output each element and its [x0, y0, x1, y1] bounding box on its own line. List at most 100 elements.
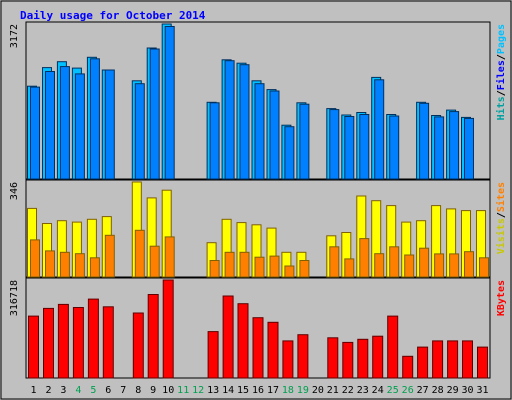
visits-bar-day-17-s1 [269, 255, 280, 278]
x-tick-label-day-12: 12 [192, 385, 204, 396]
x-tick-label-day-6: 6 [105, 385, 111, 396]
hits-bar-day-5-s1 [89, 58, 100, 180]
x-tick-label-day-25: 25 [387, 385, 399, 396]
x-tick-label-day-2: 2 [45, 385, 51, 396]
x-tick-label-day-24: 24 [372, 385, 384, 396]
kbytes-bar-day-28 [432, 340, 444, 379]
kbytes-bar-day-23 [357, 338, 369, 379]
x-tick-label-day-13: 13 [207, 385, 219, 396]
legend-entry: Hits [495, 96, 507, 120]
legend-entry: Visits [495, 218, 507, 254]
kbytes-bar-day-27 [417, 346, 429, 379]
visits-bar-day-18-s1 [284, 265, 295, 278]
visits-bar-day-10-s1 [164, 236, 175, 278]
visits-bar-day-16-s1 [254, 256, 265, 278]
x-tick-label-day-11: 11 [177, 385, 189, 396]
kbytes-bar-day-14 [222, 295, 234, 379]
y-max-label: 316718 [9, 280, 20, 316]
visits-bar-day-14-s1 [224, 251, 235, 278]
legend-entry: Files [495, 60, 507, 90]
kbytes-bar-day-15 [237, 303, 249, 379]
kbytes-bar-day-25 [387, 315, 399, 379]
hits-bar-day-6-s1 [104, 69, 115, 180]
hits-bar-day-24-s1 [374, 79, 385, 180]
visits-bar-day-24-s1 [374, 253, 385, 278]
hits-bar-day-13-s1 [209, 102, 220, 180]
visits-bar-day-4-s1 [74, 253, 85, 278]
legend-separator: / [496, 212, 507, 218]
x-tick-label-day-9: 9 [150, 385, 156, 396]
panel-kbytes: 316718 KBytes [9, 277, 507, 379]
visits-bar-day-21-s1 [329, 246, 340, 278]
visits-bar-day-15-s1 [239, 251, 250, 278]
x-tick-label-day-17: 17 [267, 385, 279, 396]
legend-entry: Sites [495, 182, 507, 212]
visits-bar-day-31-s1 [479, 257, 489, 278]
kbytes-bar-day-16 [252, 317, 264, 379]
kbytes-bar-day-6 [102, 306, 114, 379]
x-tick-label-day-10: 10 [162, 385, 174, 396]
kbytes-bar-day-18 [282, 340, 294, 379]
legend-entry: Pages [496, 24, 507, 54]
hits-bar-day-8-s1 [134, 83, 145, 180]
panel-legend: Hits/Files/Pages [495, 24, 507, 120]
kbytes-bar-day-10 [162, 279, 174, 379]
x-tick-label-day-18: 18 [282, 385, 294, 396]
hits-bar-day-16-s1 [254, 83, 265, 180]
visits-bar-day-3-s1 [59, 251, 70, 278]
hits-bar-day-17-s1 [269, 90, 280, 180]
hits-bar-day-22-s1 [344, 116, 355, 180]
kbytes-bar-day-5 [87, 298, 99, 379]
visits-bar-day-1-s1 [30, 239, 40, 278]
panel-legend: KBytes [496, 280, 507, 316]
y-max-label: 346 [9, 182, 20, 200]
hits-bar-day-14-s1 [224, 60, 235, 180]
visits-bar-day-5-s1 [89, 257, 100, 278]
hits-bar-day-10-s1 [164, 26, 175, 180]
kbytes-bar-day-22 [342, 341, 354, 379]
visits-bar-day-27-s1 [419, 247, 430, 278]
hits-bar-day-28-s1 [434, 116, 445, 180]
legend-entry: KBytes [496, 280, 507, 316]
hits-bar-day-3-s1 [59, 66, 70, 180]
x-tick-label-day-16: 16 [252, 385, 264, 396]
x-tick-label-day-26: 26 [402, 385, 414, 396]
visits-bar-day-29-s1 [449, 253, 460, 278]
x-tick-label-day-29: 29 [447, 385, 459, 396]
kbytes-bar-day-1 [28, 315, 39, 379]
x-tick-label-day-21: 21 [327, 385, 339, 396]
panel-legend: Visits/Sites [495, 182, 507, 254]
x-tick-label-day-4: 4 [75, 385, 81, 396]
hits-bar-day-1-s1 [30, 86, 40, 180]
visits-bar-day-23-s1 [359, 238, 370, 278]
x-tick-label-day-23: 23 [357, 385, 369, 396]
kbytes-bar-day-26 [402, 355, 414, 379]
hits-bar-day-19-s1 [299, 103, 310, 180]
visits-bar-day-19-s1 [299, 260, 310, 278]
hits-bar-day-27-s1 [419, 102, 430, 180]
hits-bar-day-29-s1 [449, 111, 460, 180]
visits-bar-day-22-s1 [344, 258, 355, 278]
legend-separator: / [496, 90, 507, 96]
hits-bar-day-2-s1 [45, 71, 55, 180]
kbytes-bar-day-9 [147, 294, 159, 379]
x-tick-label-day-22: 22 [342, 385, 354, 396]
x-tick-label-day-7: 7 [120, 385, 126, 396]
visits-bar-day-25-s1 [389, 246, 400, 278]
hits-bar-day-23-s1 [359, 114, 370, 180]
x-tick-label-day-20: 20 [312, 385, 324, 396]
kbytes-bar-day-2 [43, 307, 54, 379]
x-axis-day-labels: 1 2 3 4 5 6 7 8 9 10 11 12 13 14 15 16 17 18 19 20 21 22 23 24 2… [30, 385, 488, 396]
kbytes-bar-day-21 [327, 337, 339, 379]
chart-panels: 3172Hits/Files/Pages346Visits/Sites31671… [9, 21, 507, 379]
visits-bar-day-9-s1 [149, 245, 160, 278]
kbytes-bar-day-13 [207, 331, 219, 379]
visits-bar-day-28-s1 [434, 253, 445, 278]
x-tick-label-day-1: 1 [30, 385, 36, 396]
visits-bar-day-8-s1 [134, 229, 145, 278]
x-tick-label-day-8: 8 [135, 385, 141, 396]
hits-bar-day-9-s1 [149, 48, 160, 180]
kbytes-bar-day-30 [462, 340, 473, 379]
x-tick-label-day-19: 19 [297, 385, 309, 396]
